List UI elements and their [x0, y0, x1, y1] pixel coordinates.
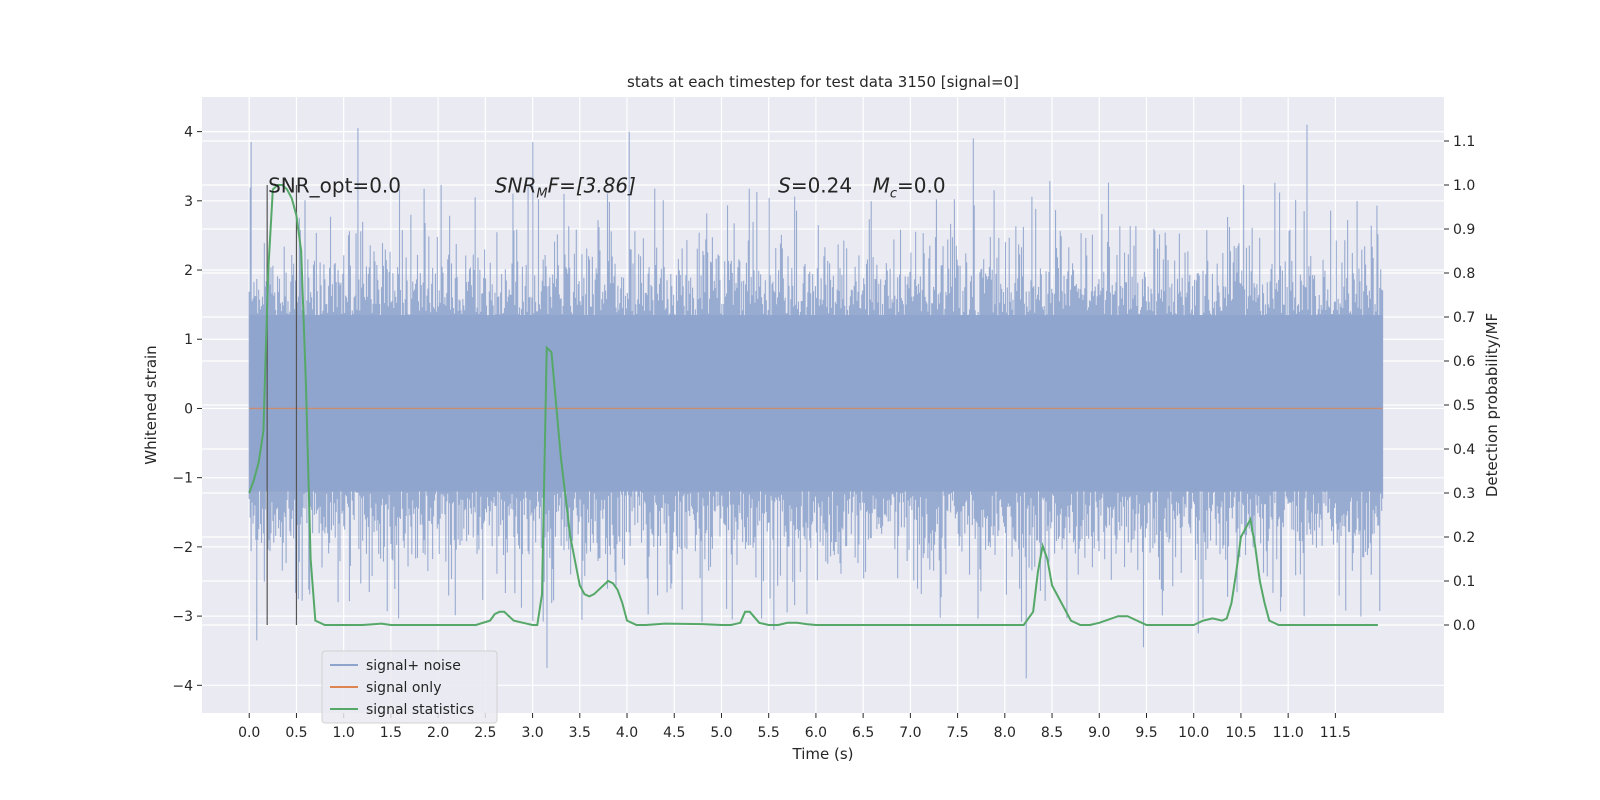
annotation-s-value: =0.24: [791, 174, 852, 198]
x-tick-label-0.0: 0.0: [238, 725, 260, 741]
y-left-tick-label--4: −4: [172, 678, 193, 694]
annotation-s-label: S: [778, 174, 791, 198]
annotation-snr-mf: SNRMF=[3.86]: [495, 174, 636, 202]
y-right-tick-label-0.6: 0.6: [1453, 354, 1475, 370]
y-right-tick-label-0.9: 0.9: [1453, 222, 1475, 238]
x-tick-label-0.5: 0.5: [285, 725, 307, 741]
x-tick-label-1.5: 1.5: [380, 725, 402, 741]
y-right-tick-label-0.7: 0.7: [1453, 310, 1475, 326]
y-axis-label-left: Whitened strain: [142, 345, 160, 464]
legend-label-signal-statistics: signal statistics: [366, 702, 474, 718]
x-tick-label-9.5: 9.5: [1135, 725, 1157, 741]
y-left-tick-label-3: 3: [184, 194, 193, 210]
x-tick-label-10.0: 10.0: [1178, 725, 1209, 741]
x-tick-label-5.5: 5.5: [758, 725, 780, 741]
legend-box: [321, 650, 498, 724]
y-axis-label-right: Detection probability/MF: [1483, 313, 1501, 497]
axis-ticks: 0.0 0.5 1.0 1.5 2.0 2.5 3.0 3.5 4.0 4.5 5.0 5.5 6.0 6…: [172, 125, 1475, 741]
chart-title: stats at each timestep for test data 315…: [627, 73, 1019, 91]
annotation-snr-mf-suffix: F=[3.86]: [548, 174, 636, 198]
y-right-tick-label-1.0: 1.0: [1453, 178, 1475, 194]
y-left-tick-label--3: −3: [172, 609, 193, 625]
x-tick-label-3.0: 3.0: [521, 725, 543, 741]
x-axis-label: Time (s): [792, 745, 854, 763]
x-tick-label-7.0: 7.0: [899, 725, 921, 741]
x-tick-label-4.0: 4.0: [616, 725, 638, 741]
y-right-tick-label-0.8: 0.8: [1453, 266, 1475, 282]
y-right-tick-label-0.4: 0.4: [1453, 442, 1475, 458]
y-right-tick-label-0.3: 0.3: [1453, 486, 1475, 502]
y-right-tick-label-0.5: 0.5: [1453, 398, 1475, 414]
x-tick-label-8.5: 8.5: [1041, 725, 1063, 741]
x-tick-label-6.5: 6.5: [852, 725, 874, 741]
x-tick-label-8.0: 8.0: [994, 725, 1016, 741]
y-right-tick-label-0.1: 0.1: [1453, 574, 1475, 590]
series-signal-statistics: [248, 184, 1378, 626]
legend-label-signal-only: signal only: [366, 680, 441, 696]
vertical-markers: [266, 185, 298, 625]
series-signal-noise: [248, 124, 1384, 679]
y-left-tick-label-0: 0: [184, 401, 193, 417]
x-tick-label-5.0: 5.0: [710, 725, 732, 741]
annotation-snr-mf-prefix: SNR: [495, 174, 537, 198]
x-tick-label-11.0: 11.0: [1273, 725, 1304, 741]
y-left-tick-label-4: 4: [184, 125, 193, 141]
y-left-tick-label-1: 1: [184, 332, 193, 348]
x-tick-label-9.0: 9.0: [1088, 725, 1110, 741]
x-tick-label-2.5: 2.5: [474, 725, 496, 741]
y-right-tick-label-0.0: 0.0: [1453, 618, 1475, 634]
x-tick-label-10.5: 10.5: [1225, 725, 1256, 741]
x-tick-label-1.0: 1.0: [333, 725, 355, 741]
y-right-tick-label-1.1: 1.1: [1453, 134, 1475, 150]
x-tick-label-3.5: 3.5: [569, 725, 591, 741]
annotation-snr-mf-sub: M: [536, 187, 547, 202]
x-tick-label-4.5: 4.5: [663, 725, 685, 741]
y-right-tick-label-0.2: 0.2: [1453, 530, 1475, 546]
x-tick-label-6.0: 6.0: [805, 725, 827, 741]
x-tick-label-7.5: 7.5: [946, 725, 968, 741]
signal-noise-core-band: [249, 315, 1383, 492]
x-tick-label-11.5: 11.5: [1320, 725, 1351, 741]
annotation-mc-label: M: [873, 174, 890, 198]
legend-label-signal-noise: signal+ noise: [366, 658, 461, 674]
y-left-tick-label-2: 2: [184, 263, 193, 279]
y-left-tick-label--2: −2: [172, 540, 193, 556]
annotation-mc: Mc=0.0: [873, 174, 946, 202]
annotation-mc-sub: c: [890, 187, 897, 202]
x-tick-label-2.0: 2.0: [427, 725, 449, 741]
annotation-s: S=0.24: [778, 174, 852, 198]
annotation-mc-value: =0.0: [897, 174, 946, 198]
signal-statistics-line: [248, 184, 1378, 626]
annotation-snr-opt: SNR_opt=0.0: [268, 174, 401, 198]
legend: signal+ noise signal only signal statist…: [321, 650, 498, 724]
y-left-tick-label--1: −1: [172, 471, 193, 487]
